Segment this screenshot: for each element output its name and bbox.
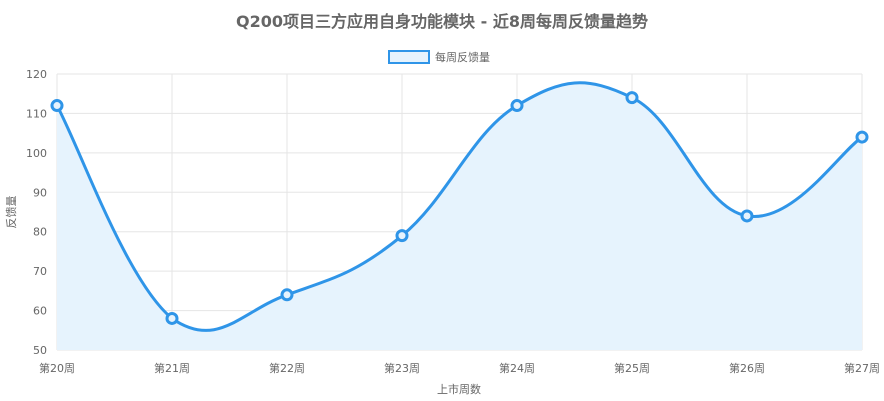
x-tick-label: 第20周 — [39, 361, 75, 375]
data-point[interactable] — [165, 311, 179, 325]
y-tick-label: 50 — [33, 344, 47, 357]
data-points-layer — [50, 91, 869, 325]
y-tick-label: 80 — [33, 226, 47, 239]
legend-label: 每周反馈量 — [435, 50, 490, 64]
y-tick-label: 90 — [33, 186, 47, 199]
x-tick-label: 第25周 — [614, 361, 650, 375]
x-tick-label: 第27周 — [844, 361, 880, 375]
data-point[interactable] — [395, 229, 409, 243]
data-point[interactable] — [625, 91, 639, 105]
data-point[interactable] — [50, 99, 64, 113]
y-axis-ticks: 50 60 70 80 90 100 110 120 — [26, 68, 47, 357]
x-tick-label: 第23周 — [384, 361, 420, 375]
data-point[interactable] — [280, 288, 294, 302]
legend-swatch — [388, 50, 430, 64]
series-area — [57, 82, 862, 350]
y-tick-label: 100 — [26, 147, 47, 160]
y-tick-label: 120 — [26, 68, 47, 81]
data-point[interactable] — [740, 209, 754, 223]
x-axis-ticks: 第20周 第21周 第22周 第23周 第24周 第25周 第26周 第27周 — [39, 361, 880, 375]
chart-title: Q200项目三方应用自身功能模块 - 近8周每周反馈量趋势 — [236, 12, 648, 31]
legend[interactable]: 每周反馈量 — [388, 50, 490, 64]
data-point[interactable] — [510, 99, 524, 113]
y-tick-label: 70 — [33, 265, 47, 278]
y-tick-label: 110 — [26, 107, 47, 120]
area-fill-layer — [57, 82, 862, 350]
data-point[interactable] — [855, 130, 869, 144]
y-axis-title: 反馈量 — [5, 196, 18, 229]
x-tick-label: 第24周 — [499, 361, 535, 375]
x-tick-label: 第26周 — [729, 361, 765, 375]
y-tick-label: 60 — [33, 305, 47, 318]
x-tick-label: 第21周 — [154, 361, 190, 375]
x-axis-title: 上市周数 — [437, 382, 481, 396]
x-tick-label: 第22周 — [269, 361, 305, 375]
